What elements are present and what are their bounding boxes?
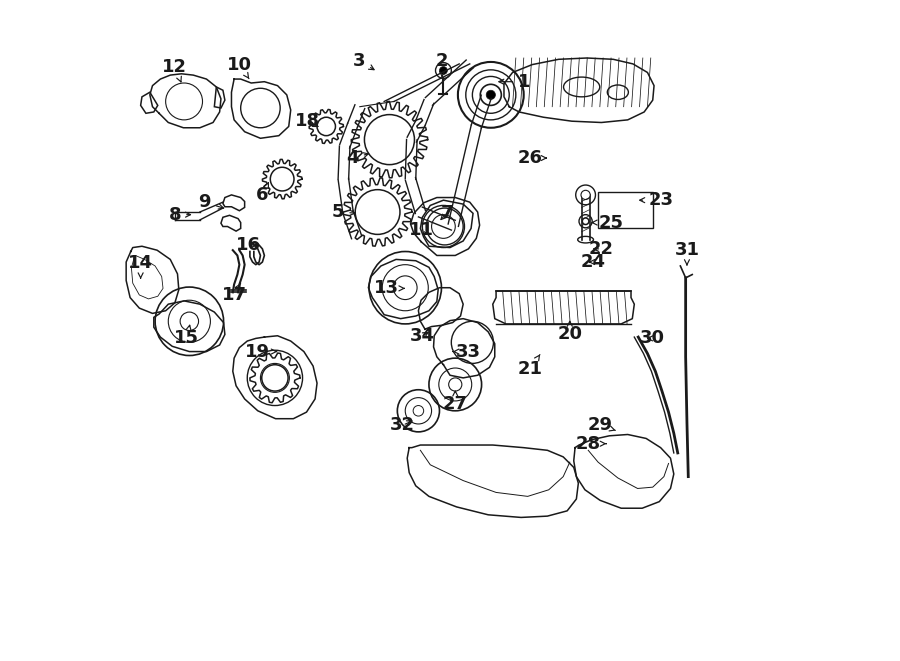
Circle shape [582,218,589,225]
Text: 5: 5 [332,203,356,221]
Text: 34: 34 [410,327,435,345]
Text: 4: 4 [346,149,368,167]
Text: 13: 13 [374,280,404,297]
Text: 10: 10 [227,56,252,79]
Text: 16: 16 [236,236,261,254]
Text: 27: 27 [443,391,468,413]
Text: 26: 26 [518,149,546,167]
Text: 22: 22 [589,240,614,258]
Text: 3: 3 [353,52,374,69]
Circle shape [486,91,495,99]
Text: 20: 20 [557,321,582,344]
Text: 9: 9 [198,193,223,211]
Text: 7: 7 [440,204,453,222]
Text: 15: 15 [175,325,199,348]
Text: 1: 1 [499,73,531,91]
Circle shape [581,190,590,200]
Text: 33: 33 [453,342,481,360]
Text: 18: 18 [295,112,320,130]
Text: 17: 17 [221,283,247,304]
Text: 23: 23 [640,191,673,209]
Circle shape [439,67,447,75]
Text: 25: 25 [592,214,624,231]
Text: 24: 24 [581,253,606,271]
Text: 31: 31 [674,241,699,265]
Text: 6: 6 [256,182,269,204]
Text: 14: 14 [128,254,153,278]
Text: 29: 29 [588,416,616,434]
Text: 8: 8 [168,206,191,223]
Text: 21: 21 [518,354,543,377]
Text: 28: 28 [576,435,607,453]
Text: 19: 19 [246,342,276,360]
Text: 12: 12 [162,58,187,82]
Text: 30: 30 [640,329,665,348]
Text: 32: 32 [390,416,415,434]
Text: 2: 2 [436,52,448,77]
Text: 11: 11 [410,221,434,239]
